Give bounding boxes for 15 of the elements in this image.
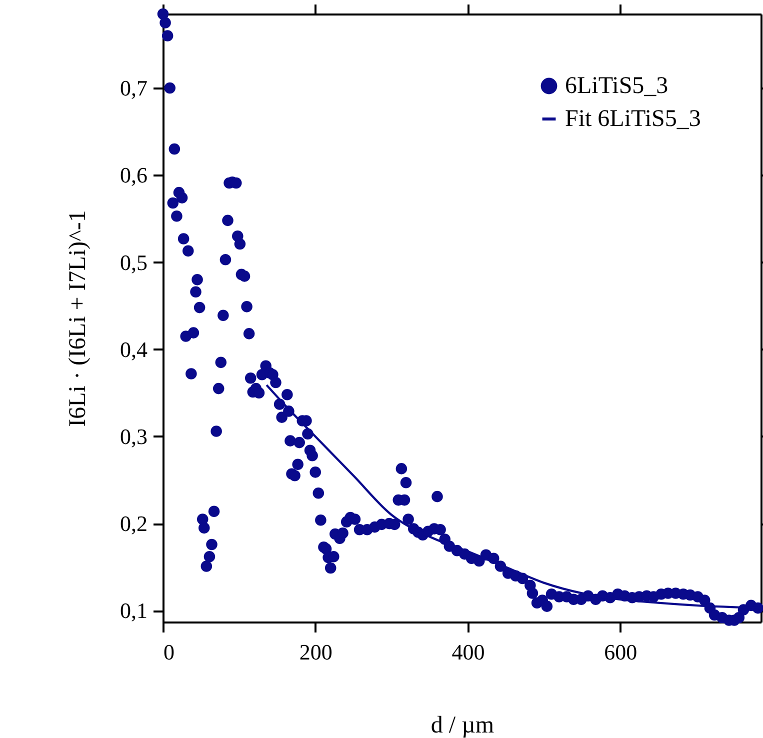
x-tick-label: 400: [452, 640, 485, 664]
x-tick-label: 600: [604, 640, 638, 664]
x-tick-label: 200: [299, 640, 332, 664]
legend-label: 6LiTiS5_3: [565, 73, 668, 99]
y-tick-label: 0,3: [120, 424, 148, 449]
y-tick-label: 0,1: [120, 598, 148, 624]
y-tick-label: 0,4: [120, 336, 148, 362]
y-tick-label: 0,2: [120, 511, 148, 536]
y-tick-label: 0,5: [120, 250, 148, 275]
legend-label: Fit 6LiTiS5_3: [565, 106, 701, 132]
y-axis-title: I6Li · (I6Li + I7Li)^-1: [65, 210, 91, 427]
y-tick-label: 0,6: [120, 162, 148, 188]
x-axis-title: d / µm: [430, 712, 494, 738]
y-tick-label: 0,7: [120, 76, 148, 101]
x-tick-label: 0: [164, 640, 174, 664]
